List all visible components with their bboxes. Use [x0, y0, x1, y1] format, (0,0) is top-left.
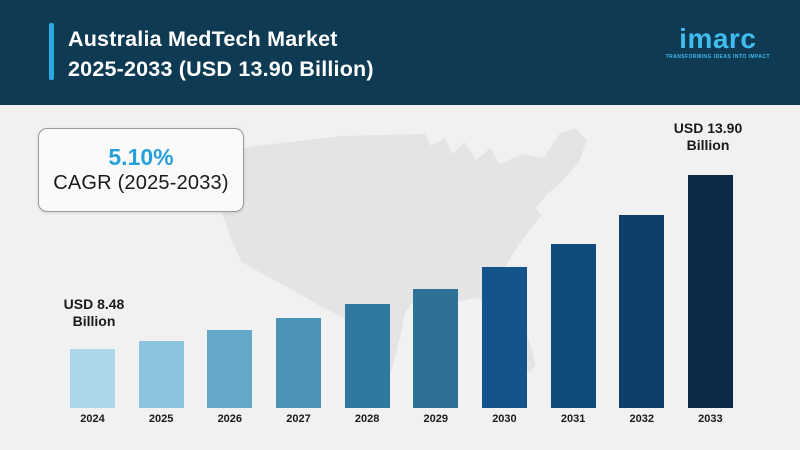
year-label-2026: 2026 [217, 413, 243, 425]
header: Australia MedTech Market 2025-2033 (USD … [0, 0, 800, 105]
year-label-2029: 2029 [423, 413, 449, 425]
bar-column-2032: 2032 [619, 215, 665, 426]
bar-2026 [207, 330, 253, 408]
bar-column-2027: 2027 [275, 318, 321, 426]
bar-2030 [481, 267, 527, 408]
usa-map-silhouette [211, 128, 587, 384]
year-label-2027: 2027 [286, 413, 311, 425]
bar-column-2028: 2028 [344, 304, 390, 426]
title-accent-bar [49, 23, 54, 80]
year-label-2024: 2024 [80, 413, 105, 425]
last-bar-value-label: USD 13.90 Billion [652, 120, 764, 154]
year-label-2025: 2025 [148, 413, 174, 425]
page-title: Australia MedTech Market 2025-2033 (USD … [68, 24, 374, 84]
last-bar-value-line-2: Billion [686, 137, 730, 153]
cagr-value: 5.10% [108, 144, 174, 170]
bar-column-2033: 2033 [687, 175, 733, 426]
bar-column-2029: 2029 [413, 289, 459, 426]
bar-2032 [619, 215, 665, 408]
bar-2029 [413, 289, 459, 408]
imarc-logo: imarc TRANSFORMING IDEAS INTO IMPACT [665, 23, 770, 61]
year-label-2028: 2028 [354, 413, 380, 425]
imarc-logo-tagline: TRANSFORMING IDEAS INTO IMPACT [665, 54, 770, 60]
bar-2033 [687, 175, 733, 408]
bar-column-2025: 2025 [138, 341, 184, 426]
bar-2025 [138, 341, 184, 408]
first-bar-value-label: USD 8.48 Billion [38, 296, 150, 330]
cagr-box: 5.10% CAGR (2025-2033) [38, 128, 244, 212]
last-bar-value-line-1: USD 13.90 [673, 120, 743, 136]
year-label-2032: 2032 [629, 413, 654, 425]
bar-column-2030: 2030 [481, 267, 527, 426]
title-line-2: 2025-2033 (USD 13.90 Billion) [68, 57, 374, 81]
bar-column-2024: 2024 [70, 349, 115, 426]
bar-column-2031: 2031 [550, 244, 596, 426]
year-label-2033: 2033 [698, 413, 723, 425]
bar-2031 [550, 244, 596, 408]
bar-2024 [70, 349, 115, 408]
first-bar-value-line-2: Billion [72, 313, 116, 329]
title-line-1: Australia MedTech Market [68, 27, 338, 51]
year-label-2030: 2030 [492, 413, 517, 425]
first-bar-value-line-1: USD 8.48 [63, 296, 125, 312]
bar-column-2026: 2026 [207, 330, 253, 426]
imarc-logo-text: imarc [679, 23, 757, 54]
bar-2027 [275, 318, 321, 408]
year-label-2031: 2031 [560, 413, 586, 425]
cagr-label: CAGR (2025-2033) [53, 172, 229, 194]
bar-chart: 2024 2025 2026 2027 2028 2029 2030 2031 2032 2033 [70, 166, 733, 426]
bar-2028 [344, 304, 390, 408]
